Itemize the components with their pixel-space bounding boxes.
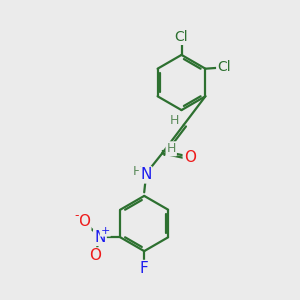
Text: F: F — [140, 261, 148, 276]
Text: O: O — [89, 248, 101, 263]
Text: Cl: Cl — [217, 60, 231, 74]
Text: N: N — [140, 167, 152, 182]
Text: O: O — [184, 150, 196, 165]
Text: N: N — [94, 230, 106, 245]
Text: -: - — [74, 208, 79, 222]
Text: +: + — [100, 226, 110, 236]
Text: H: H — [167, 142, 176, 155]
Text: H: H — [133, 165, 142, 178]
Text: O: O — [78, 214, 90, 229]
Text: H: H — [169, 114, 179, 127]
Text: Cl: Cl — [175, 30, 188, 44]
